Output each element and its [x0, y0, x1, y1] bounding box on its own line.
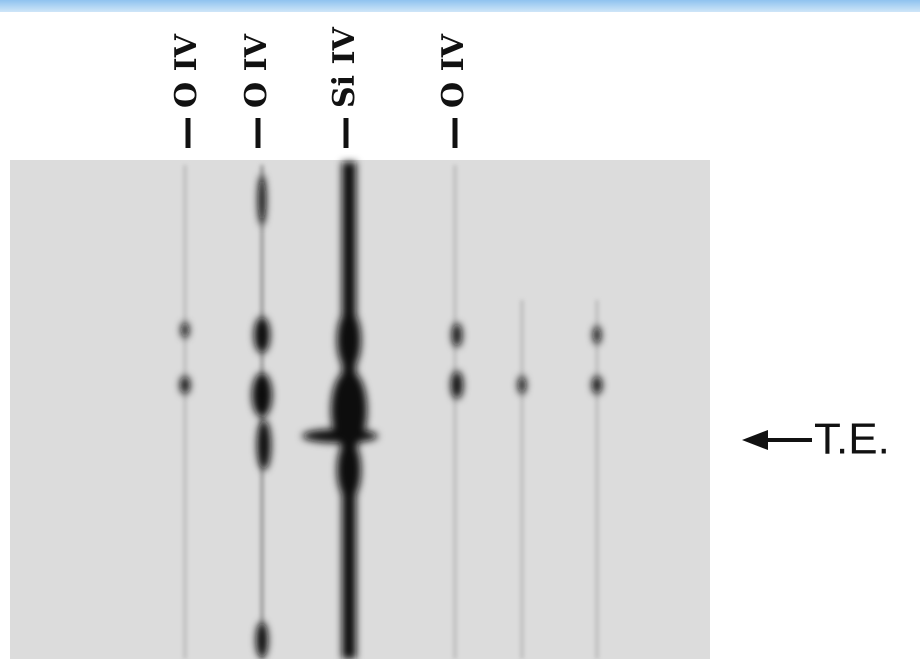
arrow-head	[742, 430, 768, 450]
marker-label: T.E.	[814, 415, 890, 464]
figure: O IV O IV Si IV O IV T.E.	[0, 0, 920, 659]
te-marker: T.E.	[742, 415, 890, 464]
top-band	[0, 0, 920, 12]
spectrum-plate	[10, 160, 710, 659]
line-label: O IV	[436, 33, 471, 108]
line-labels: O IV O IV Si IV O IV	[169, 26, 471, 148]
line-label: O IV	[239, 33, 274, 108]
line-label: O IV	[169, 33, 204, 108]
line-label: Si IV	[327, 26, 362, 108]
page: O IVO IVSi IVO IV T.E. (() => { const da…	[0, 0, 920, 659]
